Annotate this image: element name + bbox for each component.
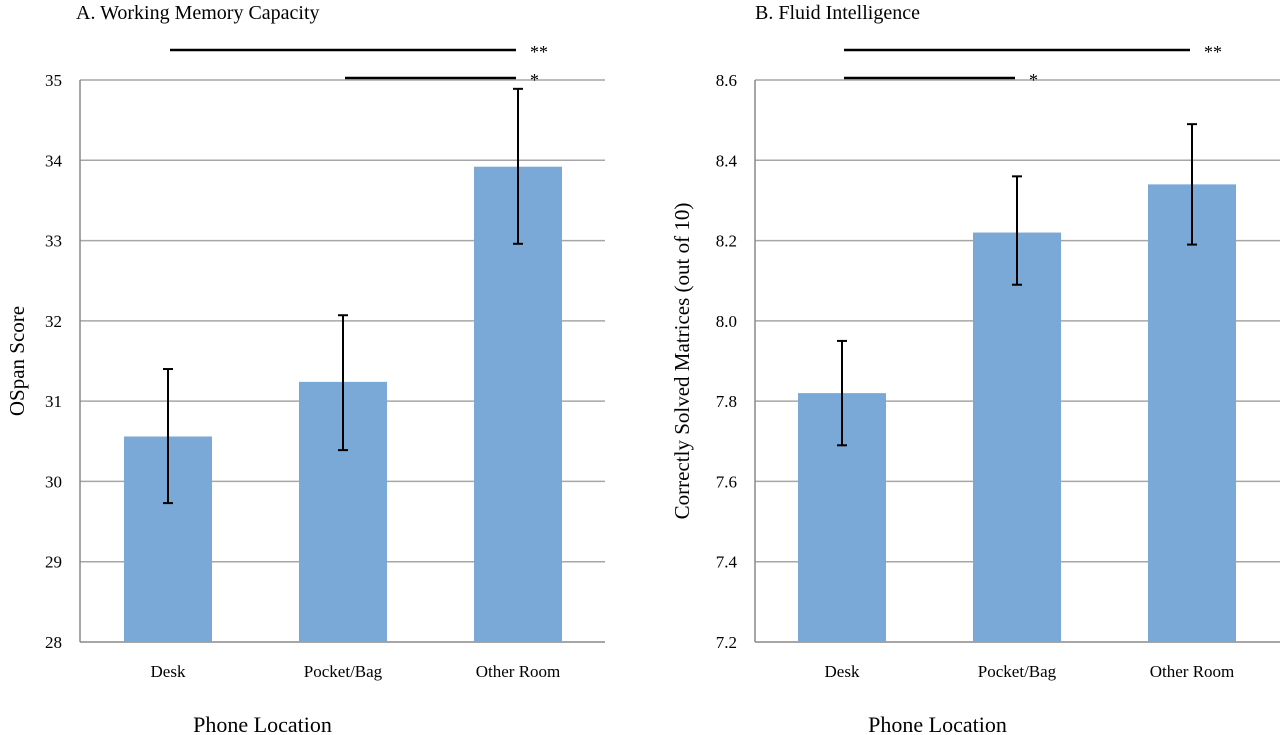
panel-a: 28 29 30 31 32 33 34 35 Desk Pocket/Bag Other Room… <box>5 2 605 735</box>
y-tick-label: 31 <box>45 392 62 411</box>
x-axis-label: Phone Location <box>193 712 332 735</box>
x-tick-label: Desk <box>825 662 860 681</box>
significance-label: * <box>530 70 539 90</box>
panel-b: 7.2 7.4 7.6 7.8 8.0 8.2 8.4 8.6 Desk Pocket/Bag Ot… <box>670 2 1280 735</box>
y-tick-label: 8.0 <box>716 312 737 331</box>
x-tick-label: Other Room <box>1150 662 1235 681</box>
y-axis-label: Correctly Solved Matrices (out of 10) <box>670 203 694 520</box>
x-tick-label: Other Room <box>476 662 561 681</box>
x-tick-label: Pocket/Bag <box>978 662 1057 681</box>
y-tick-label: 7.6 <box>716 472 737 491</box>
significance-label: ** <box>530 42 548 62</box>
y-tick-label: 32 <box>45 312 62 331</box>
y-tick-label: 33 <box>45 232 62 251</box>
chart-title: A. Working Memory Capacity <box>76 2 320 24</box>
y-tick-label: 29 <box>45 553 62 572</box>
x-axis-label: Phone Location <box>868 712 1007 735</box>
bar-pocket-bag <box>973 232 1061 643</box>
y-tick-label: 30 <box>45 472 62 491</box>
y-tick-label: 28 <box>45 633 62 652</box>
y-tick-label: 8.2 <box>716 232 737 251</box>
y-tick-label: 34 <box>45 151 63 170</box>
y-tick-label: 7.4 <box>716 553 738 572</box>
y-axis-label: OSpan Score <box>5 306 29 416</box>
y-tick-label: 7.8 <box>716 392 737 411</box>
significance-label: * <box>1029 70 1038 90</box>
chart-title: B. Fluid Intelligence <box>755 2 920 24</box>
y-tick-label: 35 <box>45 71 62 90</box>
y-tick-label: 7.2 <box>716 633 737 652</box>
significance-label: ** <box>1204 42 1222 62</box>
bar-other-room <box>474 166 562 643</box>
x-tick-label: Desk <box>151 662 186 681</box>
bar-other-room <box>1148 184 1236 642</box>
y-tick-label: 8.4 <box>716 151 738 170</box>
y-tick-label: 8.6 <box>716 71 737 90</box>
x-tick-label: Pocket/Bag <box>304 662 383 681</box>
